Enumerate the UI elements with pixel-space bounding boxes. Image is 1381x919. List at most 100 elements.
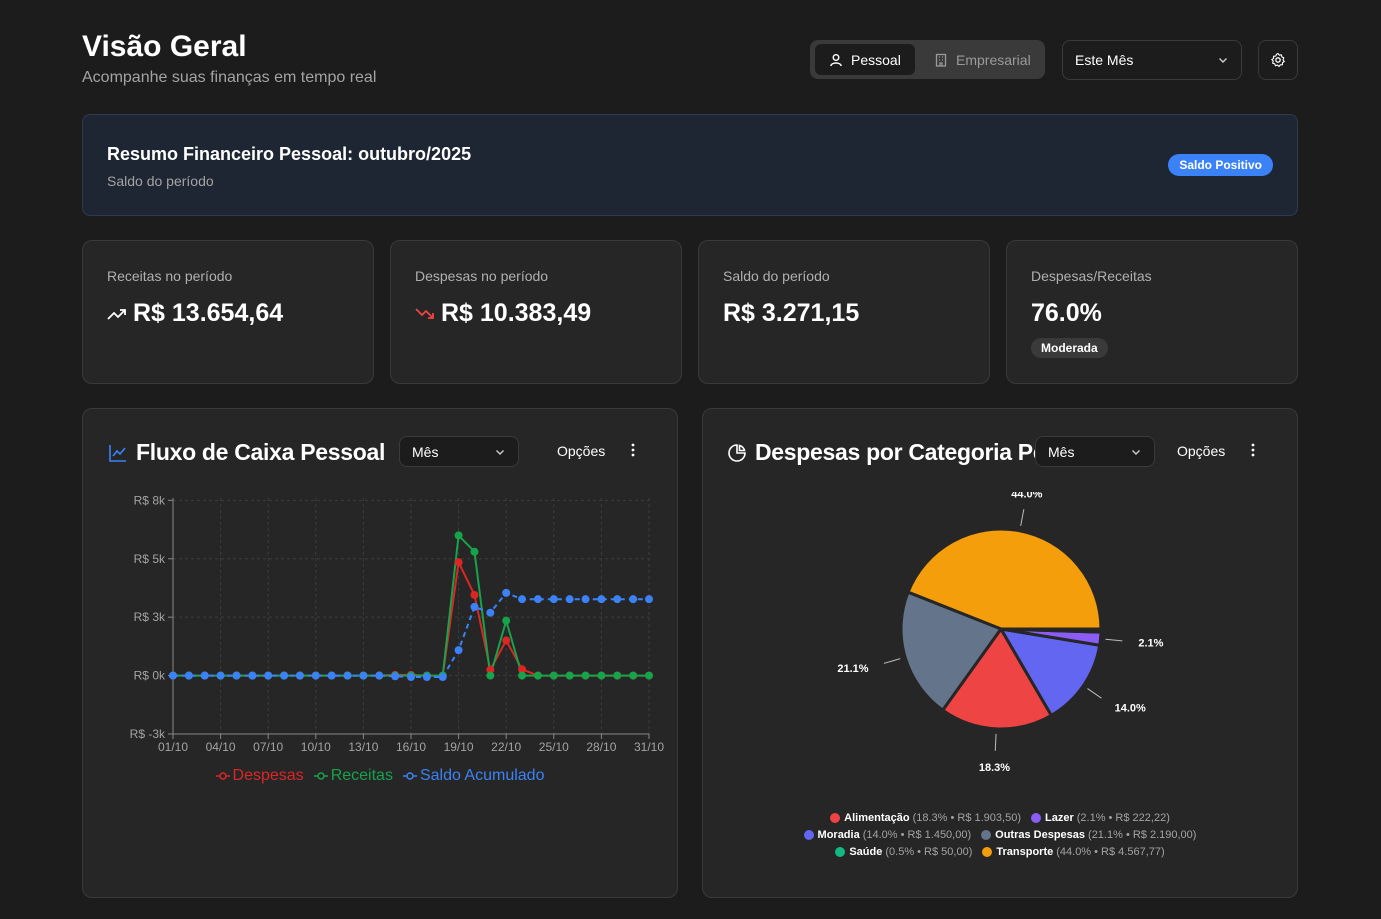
- label-leader: [883, 658, 901, 664]
- user-icon: [830, 53, 842, 66]
- legend-name: Alimentação: [844, 811, 910, 824]
- chevron: [1132, 449, 1140, 455]
- chart-period-select[interactable]: Mês: [399, 436, 519, 467]
- data-point: [422, 672, 431, 681]
- chart-period-select[interactable]: Mês: [1035, 436, 1155, 467]
- legend-item: Outras Despesas (21.1% • R$ 2.190,00): [981, 829, 1196, 841]
- x-tick-label: 16/10: [396, 740, 426, 754]
- legend-text: Lazer (2.1% • R$ 222,22): [1045, 812, 1170, 824]
- stat-label: Receitas no período: [107, 268, 233, 284]
- data-point: [375, 671, 384, 680]
- data-point: [645, 595, 653, 604]
- legend-text: Alimentação (18.3% • R$ 1.903,50): [844, 812, 1021, 824]
- x-tick-label: 25/10: [539, 740, 569, 754]
- pie-slice: [999, 627, 1102, 717]
- data-point: [629, 671, 638, 680]
- data-label: 21.1%: [837, 663, 868, 675]
- stat-value: 76.0%: [1031, 299, 1102, 327]
- pie-slice: [941, 627, 1053, 731]
- options-button[interactable]: Opções: [557, 443, 606, 459]
- x-tick-label: 22/10: [491, 740, 521, 754]
- stat-card: Receitas no período R$ 13.654,64: [82, 240, 374, 384]
- legend-dot: [981, 829, 992, 840]
- data-point: [549, 671, 558, 680]
- pie-icon: [728, 443, 746, 462]
- legend-row: Moradia (14.0% • R$ 1.450,00) Outras Despe…: [703, 826, 1297, 843]
- pie-chart: 44.0% 21.1% 18.3% 14.0% 2.1%: [837, 492, 1163, 774]
- x-tick-label: 19/10: [444, 740, 474, 754]
- data-point: [184, 671, 193, 680]
- mode-button[interactable]: Empresarial: [920, 44, 1042, 75]
- legend-item: Moradia (14.0% • R$ 1.450,00): [803, 828, 971, 841]
- status-badge: Saldo Positivo: [1168, 154, 1273, 176]
- banner-title: Resumo Financeiro Pessoal: outubro/2025: [107, 144, 472, 164]
- page-title: Visão Geral: [82, 30, 247, 63]
- legend-text: Outras Despesas (21.1% • R$ 2.190,00): [995, 829, 1196, 841]
- data-point: [438, 672, 447, 681]
- page-subtitle: Acompanhe suas finanças em tempo real: [82, 69, 377, 86]
- data-point: [597, 671, 606, 680]
- period-select[interactable]: Este Mês: [1062, 40, 1242, 80]
- stat-value-row: R$ 10.383,49: [415, 299, 591, 328]
- legend-dot: [835, 846, 846, 857]
- data-point: [597, 595, 606, 604]
- x-tick-label: 01/10: [158, 740, 188, 754]
- x-tick-label: 31/10: [634, 740, 664, 754]
- chart-period: Mês: [412, 443, 439, 460]
- options-button[interactable]: Opções: [1177, 443, 1226, 459]
- chart-legend: Alimentação (18.3% • R$ 1.903,50) Lazer (2.…: [703, 809, 1297, 860]
- more-icon[interactable]: [627, 442, 639, 458]
- data-point: [565, 595, 574, 604]
- stat-label: Saldo do período: [723, 268, 830, 284]
- stat-card: Saldo do período R$ 3.271,15: [698, 240, 990, 384]
- legend-item: Transporte (44.0% • R$ 4.567,77): [982, 846, 1165, 858]
- y-tick-label: R$ 0k: [134, 669, 166, 683]
- data-point: [391, 672, 400, 681]
- stat-label: Despesas no período: [415, 268, 549, 284]
- data-point: [470, 590, 479, 599]
- more-icon[interactable]: [1247, 442, 1259, 458]
- data-point: [486, 671, 495, 680]
- data-point: [486, 608, 495, 617]
- data-point: [311, 671, 320, 680]
- stat-value: R$ 10.383,49: [441, 299, 592, 327]
- data-point: [549, 595, 558, 604]
- legend-label: Receitas: [330, 767, 393, 784]
- data-point: [327, 671, 336, 680]
- data-label: 2.1%: [1138, 637, 1163, 649]
- data-point: [518, 671, 527, 680]
- legend-text: Transporte (44.0% • R$ 4.567,77): [996, 846, 1164, 858]
- settings-button[interactable]: [1258, 40, 1298, 80]
- y-tick-label: R$ 8k: [134, 493, 166, 507]
- data-point: [502, 588, 511, 597]
- legend-detail: (18.3% • R$ 1.903,50): [912, 811, 1021, 824]
- chevron: [496, 449, 504, 455]
- mode-button[interactable]: Pessoal: [815, 44, 915, 75]
- legend-name: Transporte: [996, 845, 1054, 858]
- legend-dot: [982, 846, 993, 857]
- data-point: [565, 671, 574, 680]
- data-point: [359, 671, 368, 680]
- legend-detail: (0.5% • R$ 50,00): [885, 845, 973, 858]
- stat-label: Despesas/Receitas: [1031, 268, 1152, 284]
- data-point: [295, 671, 304, 680]
- stat-badge: Moderada: [1031, 338, 1108, 358]
- stat-value: R$ 3.271,15: [723, 299, 860, 327]
- legend-detail: (44.0% • R$ 4.567,77): [1056, 845, 1165, 858]
- legend-dot: [218, 772, 227, 780]
- x-tick-label: 28/10: [586, 740, 616, 754]
- legend-name: Moradia: [817, 828, 860, 841]
- data-point: [216, 671, 225, 680]
- pie-slice: [906, 527, 1103, 631]
- data-point: [454, 558, 463, 567]
- chart-icon: [109, 444, 126, 462]
- legend-item: Despesas: [215, 767, 304, 785]
- x-tick-label: 07/10: [253, 740, 283, 754]
- legend-dot: [803, 829, 814, 840]
- chart-title: Fluxo de Caixa Pessoal: [136, 439, 386, 465]
- data-point: [470, 602, 479, 611]
- data-point: [454, 531, 463, 540]
- data-point: [629, 595, 638, 604]
- label-leader: [1087, 688, 1102, 699]
